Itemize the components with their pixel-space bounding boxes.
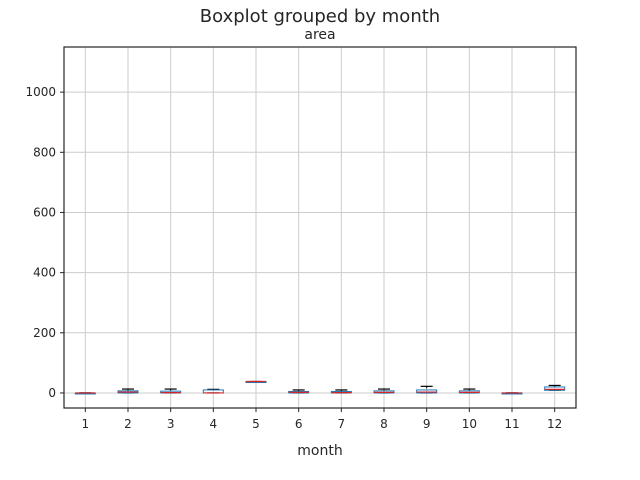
box-12: [544, 386, 566, 391]
y-tick-label: 1000: [25, 85, 56, 99]
x-tick-label: 11: [504, 417, 519, 431]
x-tick-label: 8: [380, 417, 388, 431]
x-tick-label: 2: [124, 417, 132, 431]
x-tick-label: 1: [82, 417, 90, 431]
x-tick-label: 12: [547, 417, 562, 431]
y-tick-label: 200: [33, 326, 56, 340]
chart-subtitle: area: [304, 27, 336, 43]
plot-frame: [63, 46, 577, 409]
plot-area: [64, 47, 576, 408]
box-9: [416, 389, 438, 394]
y-tick-label: 400: [33, 266, 56, 280]
x-tick-label: 5: [252, 417, 260, 431]
y-tick-label: 0: [48, 386, 56, 400]
y-tick-label: 800: [33, 145, 56, 159]
x-tick-label: 9: [423, 417, 431, 431]
x-tick-label: 10: [462, 417, 477, 431]
chart-title: Boxplot grouped by month: [199, 6, 441, 27]
x-tick-label: 3: [167, 417, 175, 431]
x-axis-label: month: [297, 443, 343, 459]
y-tick-label: 600: [33, 205, 56, 219]
x-tick-label: 6: [295, 417, 303, 431]
x-tick-label: 4: [210, 417, 218, 431]
x-tick-label: 7: [338, 417, 346, 431]
